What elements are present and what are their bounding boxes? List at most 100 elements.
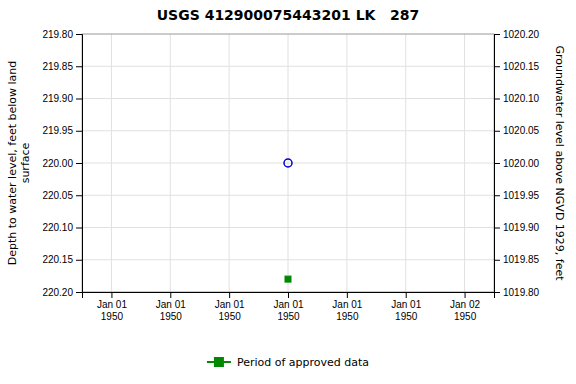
y2-tick: 1020.15	[494, 61, 540, 72]
y2-tick: 1020.10	[494, 93, 540, 104]
y-tick-label: 219.85	[42, 61, 73, 72]
y2-tick-mark	[494, 34, 500, 35]
y2-tick-label: 1019.90	[503, 222, 540, 233]
grid	[82, 34, 494, 292]
y2-tick-mark	[494, 260, 500, 261]
y2-tick: 1019.95	[494, 190, 540, 201]
y-tick-mark	[76, 228, 82, 229]
y2-tick-mark	[494, 99, 500, 100]
y2-axis-title: Groundwater level above NGVD 1929, feet	[553, 45, 566, 281]
x-tick-mark	[347, 292, 348, 298]
y-tick-mark	[76, 260, 82, 261]
y-tick-mark	[76, 34, 82, 35]
y-tick-label: 219.90	[42, 93, 73, 104]
x-tick-mark	[406, 292, 407, 298]
x-tick-mark	[111, 292, 112, 298]
x-tick-label: Jan 011950	[391, 299, 421, 322]
y-tick: 220.20	[42, 287, 82, 298]
y2-tick: 1019.85	[494, 254, 540, 265]
y-tick-mark	[76, 99, 82, 100]
chart: Jan 011950 Jan 011950 Jan 011950 Jan 011950…	[0, 0, 576, 384]
y-tick: 220.00	[42, 158, 82, 169]
y2-tick-label: 1020.10	[503, 93, 540, 104]
x-tick-label: Jan 021950	[450, 299, 480, 322]
y-tick: 219.80	[42, 29, 82, 40]
y-axis-line	[76, 35, 83, 293]
grid-line-y	[82, 195, 494, 196]
x-tick-label: Jan 011950	[97, 299, 127, 322]
legend-label: Period of approved data	[237, 356, 369, 369]
y-tick-mark	[76, 292, 82, 293]
y-tick-label: 220.10	[42, 222, 73, 233]
x-tick: Jan 011950	[332, 292, 362, 322]
x-tick: Jan 011950	[391, 292, 421, 322]
y-tick-label: 219.95	[42, 125, 73, 136]
x-tick: Jan 021950	[450, 292, 480, 322]
grid-line-y	[82, 163, 494, 164]
plot-frame	[82, 34, 494, 292]
x-tick-mark	[465, 292, 466, 298]
point-square	[285, 276, 291, 282]
y-tick-label: 220.20	[42, 287, 73, 298]
grid-line-y	[82, 259, 494, 260]
y-tick-mark	[76, 131, 82, 132]
point-circle	[284, 159, 292, 167]
x-tick-label: Jan 011950	[156, 299, 186, 322]
y-axis-title: Depth to water level, feet below landsur…	[6, 61, 32, 266]
legend: Period of approved data	[207, 356, 369, 369]
y2-tick-mark	[494, 66, 500, 67]
y2-tick-label: 1020.00	[503, 158, 540, 169]
y2-tick: 1020.20	[494, 29, 540, 40]
y2-tick-mark	[494, 292, 500, 293]
x-tick-label: Jan 011950	[215, 299, 245, 322]
y2-tick: 1020.05	[494, 125, 540, 136]
y2-tick-mark	[494, 131, 500, 132]
x-axis-line	[83, 293, 495, 299]
y2-axis: 1020.20 1020.15 1020.10 1020.05 1020.00 1019.…	[494, 29, 540, 298]
y-tick: 220.15	[42, 254, 82, 265]
x-tick: Jan 011950	[273, 292, 303, 322]
x-tick-label: Jan 011950	[273, 299, 303, 322]
grid-line-y	[82, 66, 494, 67]
y2-tick-label: 1020.20	[503, 29, 540, 40]
y2-tick-label: 1019.85	[503, 254, 540, 265]
x-tick-mark	[170, 292, 171, 298]
y-tick: 220.10	[42, 222, 82, 233]
grid-line-y	[82, 98, 494, 99]
y2-tick: 1019.80	[494, 287, 540, 298]
legend-item: Period of approved data	[207, 356, 369, 369]
y2-tick-mark	[494, 163, 500, 164]
y2-tick: 1020.00	[494, 158, 540, 169]
y-axis: 219.80 219.85 219.90 219.95 220.00 220.05 220.…	[42, 29, 82, 298]
y-tick-label: 220.05	[42, 190, 73, 201]
y2-tick-label: 1020.05	[503, 125, 540, 136]
x-tick: Jan 011950	[215, 292, 245, 322]
y2-tick: 1019.90	[494, 222, 540, 233]
marks	[284, 159, 292, 282]
y2-tick-mark	[494, 195, 500, 196]
x-tick-mark	[229, 292, 230, 298]
y-tick: 219.85	[42, 61, 82, 72]
x-axis: Jan 011950 Jan 011950 Jan 011950 Jan 011950…	[83, 292, 495, 322]
y2-axis-line	[495, 35, 501, 293]
x-tick: Jan 011950	[97, 292, 127, 322]
y-tick-mark	[76, 66, 82, 67]
y-tick: 219.95	[42, 125, 82, 136]
y-tick-label: 220.00	[42, 158, 73, 169]
y2-tick-label: 1019.95	[503, 190, 540, 201]
grid-line-y	[82, 130, 494, 131]
y2-tick-label: 1019.80	[503, 287, 540, 298]
y-tick: 219.90	[42, 93, 82, 104]
y2-tick-mark	[494, 228, 500, 229]
grid-line-y	[82, 227, 494, 228]
y-tick-label: 220.15	[42, 254, 73, 265]
title: USGS 412900075443201 LK 287	[157, 7, 420, 23]
y-tick-label: 219.80	[42, 29, 73, 40]
y-tick-mark	[76, 195, 82, 196]
y-tick-mark	[76, 163, 82, 164]
x-tick-mark	[288, 292, 289, 298]
x-tick-label: Jan 011950	[332, 299, 362, 322]
legend-swatch	[214, 357, 224, 367]
plot-area: Jan 011950 Jan 011950 Jan 011950 Jan 011950…	[42, 29, 539, 322]
x-tick: Jan 011950	[156, 292, 186, 322]
